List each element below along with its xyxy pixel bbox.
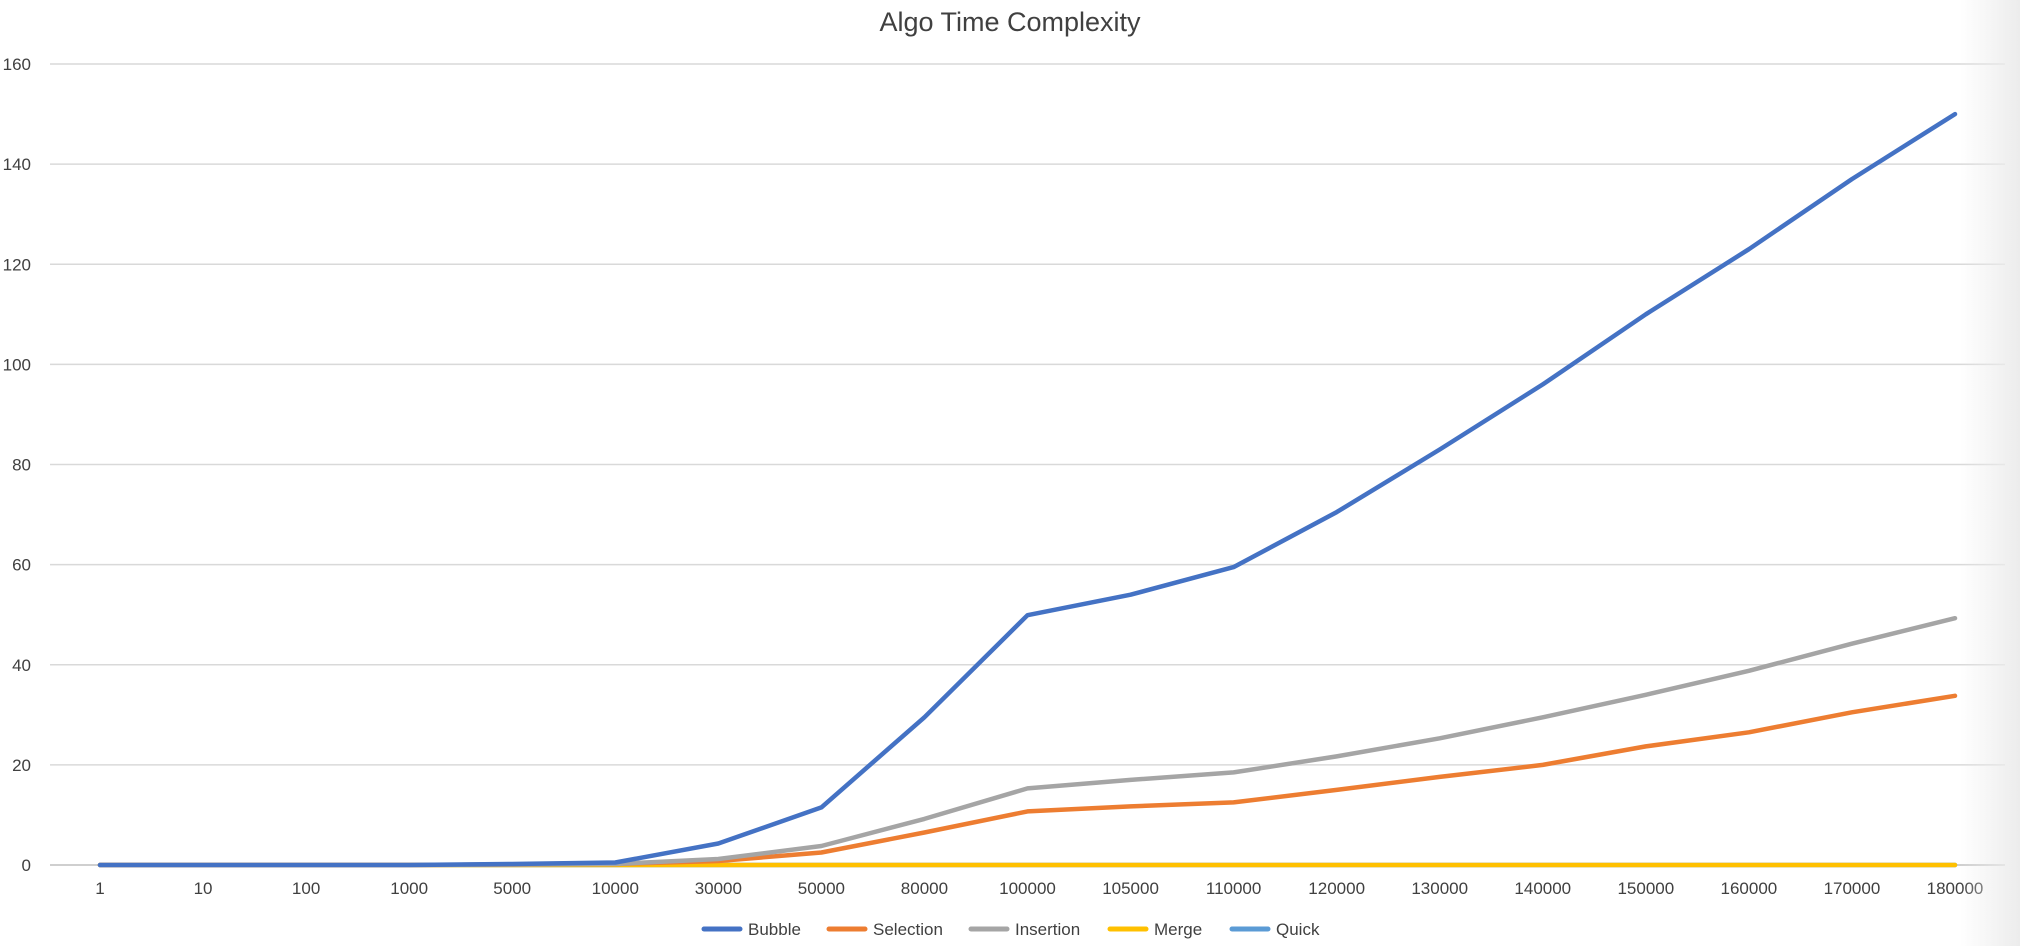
- legend-label-quick: Quick: [1276, 920, 1320, 939]
- x-tick-label: 1000: [390, 879, 428, 898]
- x-tick-label: 5000: [493, 879, 531, 898]
- x-tick-label: 105000: [1102, 879, 1159, 898]
- x-tick-label: 150000: [1617, 879, 1674, 898]
- legend-label-bubble: Bubble: [748, 920, 801, 939]
- x-tick-label: 80000: [901, 879, 948, 898]
- series-line-bubble: [97, 111, 1958, 868]
- y-tick-label: 160: [3, 55, 31, 74]
- x-tick-label: 1: [95, 879, 104, 898]
- y-tick-label: 60: [12, 556, 31, 575]
- x-tick-label: 110000: [1206, 879, 1261, 898]
- y-tick-label: 40: [12, 656, 31, 675]
- y-tick-label: 80: [12, 456, 31, 475]
- x-tick-label: 170000: [1824, 879, 1881, 898]
- x-tick-label: 30000: [695, 879, 742, 898]
- y-tick-label: 120: [3, 255, 31, 274]
- legend-label-merge: Merge: [1154, 920, 1202, 939]
- x-tick-label: 140000: [1514, 879, 1571, 898]
- x-tick-label: 100000: [999, 879, 1056, 898]
- edge-shadow: [1960, 0, 2020, 946]
- y-tick-label: 0: [22, 856, 31, 875]
- x-tick-label: 120000: [1308, 879, 1365, 898]
- x-tick-label: 50000: [798, 879, 845, 898]
- x-tick-label: 10000: [592, 879, 639, 898]
- x-tick-label: 10: [194, 879, 213, 898]
- series-line-selection: [97, 693, 1958, 868]
- y-tick-label: 20: [12, 756, 31, 775]
- legend-label-selection: Selection: [873, 920, 943, 939]
- chart-title: Algo Time Complexity: [879, 7, 1141, 37]
- x-tick-label: 100: [292, 879, 320, 898]
- x-tick-label: 130000: [1411, 879, 1468, 898]
- legend-label-insertion: Insertion: [1015, 920, 1080, 939]
- y-tick-label: 140: [3, 155, 31, 174]
- y-tick-label: 100: [3, 355, 31, 374]
- x-tick-label: 160000: [1721, 879, 1778, 898]
